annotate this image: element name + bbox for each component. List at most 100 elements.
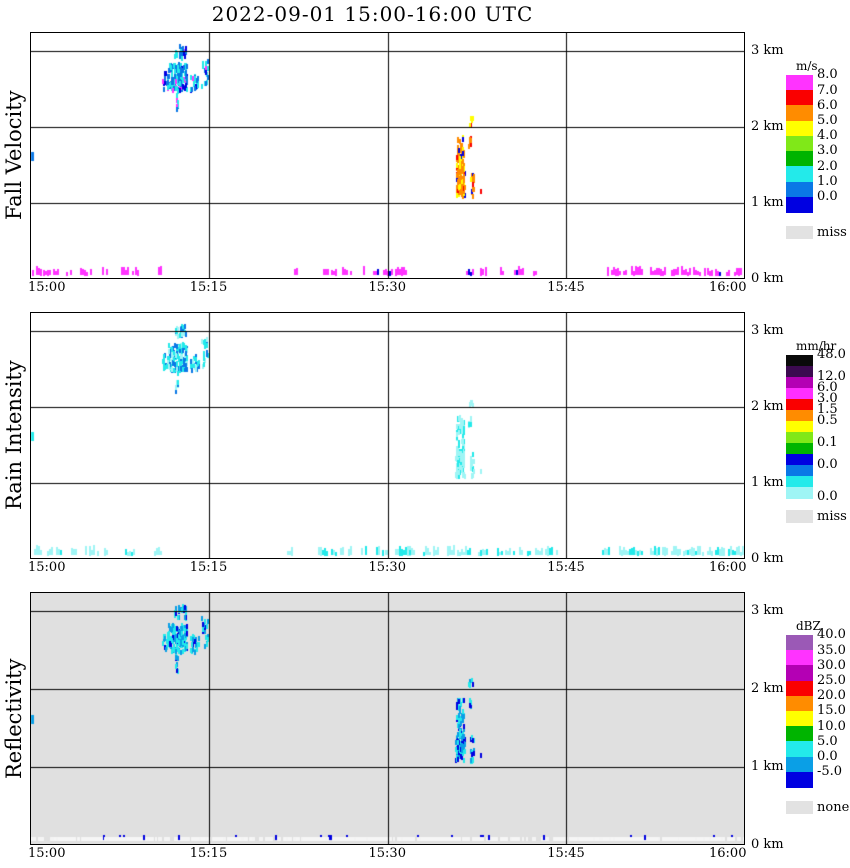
colorbar-band — [786, 90, 813, 107]
colorbar-band — [786, 726, 813, 742]
colorbar-band — [786, 635, 813, 651]
colorbar-band — [786, 135, 813, 152]
x-tick-label: 16:00 — [709, 846, 747, 861]
colorbar-band — [786, 771, 813, 788]
axis-label-reflectivity: Reflectivity — [2, 658, 26, 779]
colorbar-tick-label: -5.0 — [817, 764, 843, 780]
reflectivity-plot — [30, 592, 745, 845]
x-tick-label: 15:30 — [368, 846, 406, 861]
colorbar-tick-label: 10.0 — [817, 718, 846, 734]
colorbar-tick-label: 0.0 — [817, 748, 838, 764]
colorbar-tick-label: 48.0 — [817, 347, 846, 362]
fall-velocity-plot — [30, 32, 745, 279]
colorbar-band — [786, 388, 813, 400]
y-tick-label: 0 km — [751, 551, 784, 566]
y-tick-label: 1 km — [751, 475, 784, 490]
colorbar-tick-label: 12.0 — [817, 369, 846, 384]
colorbar-tick-label: 0.0 — [817, 457, 838, 472]
colorbar-tick-label: 4.0 — [817, 128, 838, 144]
colorbar-tick-label: 7.0 — [817, 82, 838, 98]
panel-reflectivity — [30, 592, 745, 845]
colorbar-band — [786, 421, 813, 433]
x-tick-label: 15:45 — [547, 560, 585, 575]
colorbar-tick-label: 20.0 — [817, 688, 846, 704]
x-tick-label: 15:00 — [28, 846, 66, 861]
colorbar-gradient — [786, 635, 813, 788]
y-tick-label: 2 km — [751, 119, 784, 134]
colorbar-tick-label: 1.0 — [817, 173, 838, 189]
panel-rain-intensity — [30, 312, 745, 559]
colorbar-tick-label: 30.0 — [817, 657, 846, 673]
colorbar-band — [786, 196, 813, 213]
colorbar-band — [786, 377, 813, 389]
axis-label-rain-intensity: Rain Intensity — [2, 360, 26, 511]
y-tick-label: 2 km — [751, 399, 784, 414]
colorbar-band — [786, 695, 813, 712]
colorbar-title: dBZ — [796, 619, 821, 633]
y-tick-label: 3 km — [751, 603, 784, 619]
x-tick-label: 15:15 — [189, 280, 228, 295]
y-tick-label: 3 km — [751, 323, 784, 338]
colorbar-missing-label: miss — [817, 225, 847, 240]
colorbar-band — [786, 465, 813, 477]
colorbar-band — [786, 680, 813, 697]
rain-intensity-plot — [30, 312, 745, 559]
colorbar-missing-label: miss — [817, 509, 847, 524]
x-tick-label: 16:00 — [709, 560, 747, 575]
colorbar-missing-swatch — [786, 226, 813, 239]
y-tick-label: 3 km — [751, 43, 784, 58]
colorbar-band — [786, 120, 813, 137]
x-tick-label: 15:30 — [368, 280, 406, 295]
colorbar-band — [786, 756, 813, 773]
y-tick-label: 2 km — [751, 681, 784, 697]
colorbar-missing-swatch — [786, 801, 813, 814]
colorbar-band — [786, 366, 813, 378]
y-tick-label: 1 km — [751, 195, 784, 210]
y-tick-label: 1 km — [751, 759, 784, 775]
colorbar-title: mm/hr — [796, 339, 837, 353]
colorbar-tick-label: 3.0 — [817, 391, 838, 406]
colorbar-band — [786, 650, 813, 666]
colorbar-tick-label: 6.0 — [817, 97, 838, 113]
y-tick-label: 0 km — [751, 837, 784, 852]
colorbar-band — [786, 454, 813, 466]
x-tick-label: 15:30 — [368, 560, 406, 575]
colorbar-tick-label: 3.0 — [817, 143, 838, 159]
x-tick-label: 15:00 — [28, 560, 66, 575]
colorbar-tick-label: 8.0 — [817, 67, 838, 83]
page-title: 2022-09-01 15:00-16:00 UTC — [211, 2, 534, 26]
x-tick-label: 15:15 — [189, 560, 228, 575]
colorbar-gradient — [786, 355, 813, 499]
colorbar-band — [786, 166, 813, 183]
colorbar-band — [786, 711, 813, 727]
x-tick-label: 15:00 — [28, 280, 66, 295]
colorbar-tick-label: 5.0 — [817, 112, 838, 128]
colorbar-band — [786, 75, 813, 91]
colorbar-missing-label: none — [817, 800, 850, 815]
colorbar-tick-label: 2.0 — [817, 158, 838, 174]
colorbar-band — [786, 487, 813, 499]
x-tick-label: 15:45 — [547, 846, 585, 861]
colorbar-tick-label: 5.0 — [817, 733, 838, 749]
colorbar-band — [786, 410, 813, 422]
colorbar-tick-label: 6.0 — [817, 380, 838, 395]
x-tick-label: 15:15 — [189, 846, 228, 861]
colorbar-band — [786, 399, 813, 411]
colorbar-band — [786, 741, 813, 758]
colorbar-band — [786, 665, 813, 682]
colorbar-band — [786, 443, 813, 455]
colorbar-title: m/s — [796, 59, 818, 73]
colorbar-band — [786, 181, 813, 198]
colorbar-tick-label: 0.5 — [817, 413, 838, 428]
colorbar-tick-label: 35.0 — [817, 642, 846, 658]
colorbar-tick-label: 1.5 — [817, 402, 838, 417]
axis-label-fall-velocity: Fall Velocity — [2, 90, 26, 221]
colorbar-tick-label: 15.0 — [817, 703, 846, 719]
x-tick-label: 16:00 — [709, 280, 747, 295]
colorbar-gradient — [786, 75, 813, 213]
colorbar-band — [786, 355, 813, 367]
colorbar-tick-label: 0.0 — [817, 489, 838, 504]
colorbar-band — [786, 105, 813, 122]
x-tick-label: 15:45 — [547, 280, 585, 295]
colorbar-band — [786, 432, 813, 444]
